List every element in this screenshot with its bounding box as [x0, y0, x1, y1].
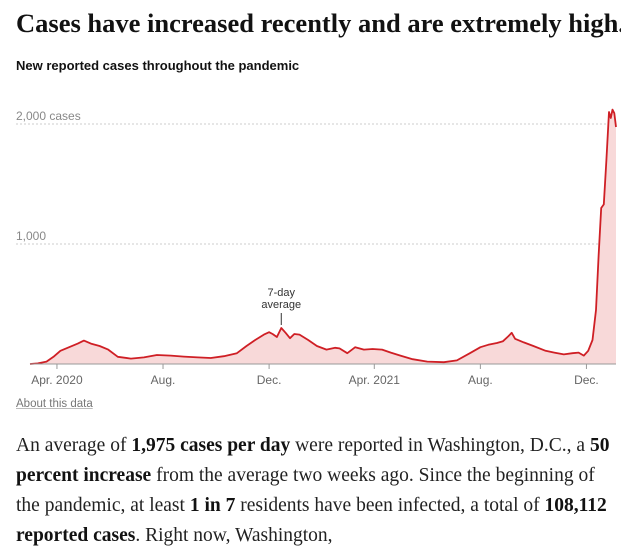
- series-line: [29, 108, 617, 365]
- summary-text: from the average two weeks ago. Since th…: [16, 465, 595, 516]
- x-tick-label: Apr. 2020: [31, 373, 83, 387]
- summary-paragraph: An average of 1,975 cases per day were r…: [16, 431, 616, 551]
- summary-text: residents have been infected, a total of: [235, 495, 545, 516]
- y-tick-label: 2,000 cases: [16, 109, 81, 123]
- chart-subhead: New reported cases throughout the pandem…: [16, 58, 300, 73]
- series-area: [30, 109, 616, 364]
- summary-highlight: 108,112 reported cases: [16, 495, 607, 546]
- x-tick-label: Aug.: [151, 373, 176, 387]
- cases-chart: 1,000 2,000 cases Apr. 2020 Aug. Dec. Apr. 20…: [16, 108, 617, 387]
- about-this-data-link[interactable]: About this data: [16, 398, 93, 410]
- summary-highlight: 1,975 cases per day: [131, 435, 291, 456]
- summary-text: . Right now, Washington,: [135, 525, 333, 546]
- x-tick-label: Dec.: [257, 373, 282, 387]
- y-tick-label: 1,000: [16, 229, 46, 243]
- annotation-label: 7-day: [268, 287, 296, 299]
- summary-text: An average of: [16, 435, 132, 456]
- x-tick-label: Aug.: [468, 373, 493, 387]
- headline: Cases have increased recently and are ex…: [16, 8, 621, 38]
- summary-text: were reported in Washington, D.C., a: [290, 435, 590, 456]
- x-tick-label: Apr. 2021: [349, 373, 401, 387]
- x-tick-label: Dec.: [574, 373, 599, 387]
- annotation-label: average: [261, 299, 301, 311]
- summary-highlight: 1 in 7: [189, 495, 236, 516]
- summary-highlight: 50 percent increase: [16, 435, 610, 486]
